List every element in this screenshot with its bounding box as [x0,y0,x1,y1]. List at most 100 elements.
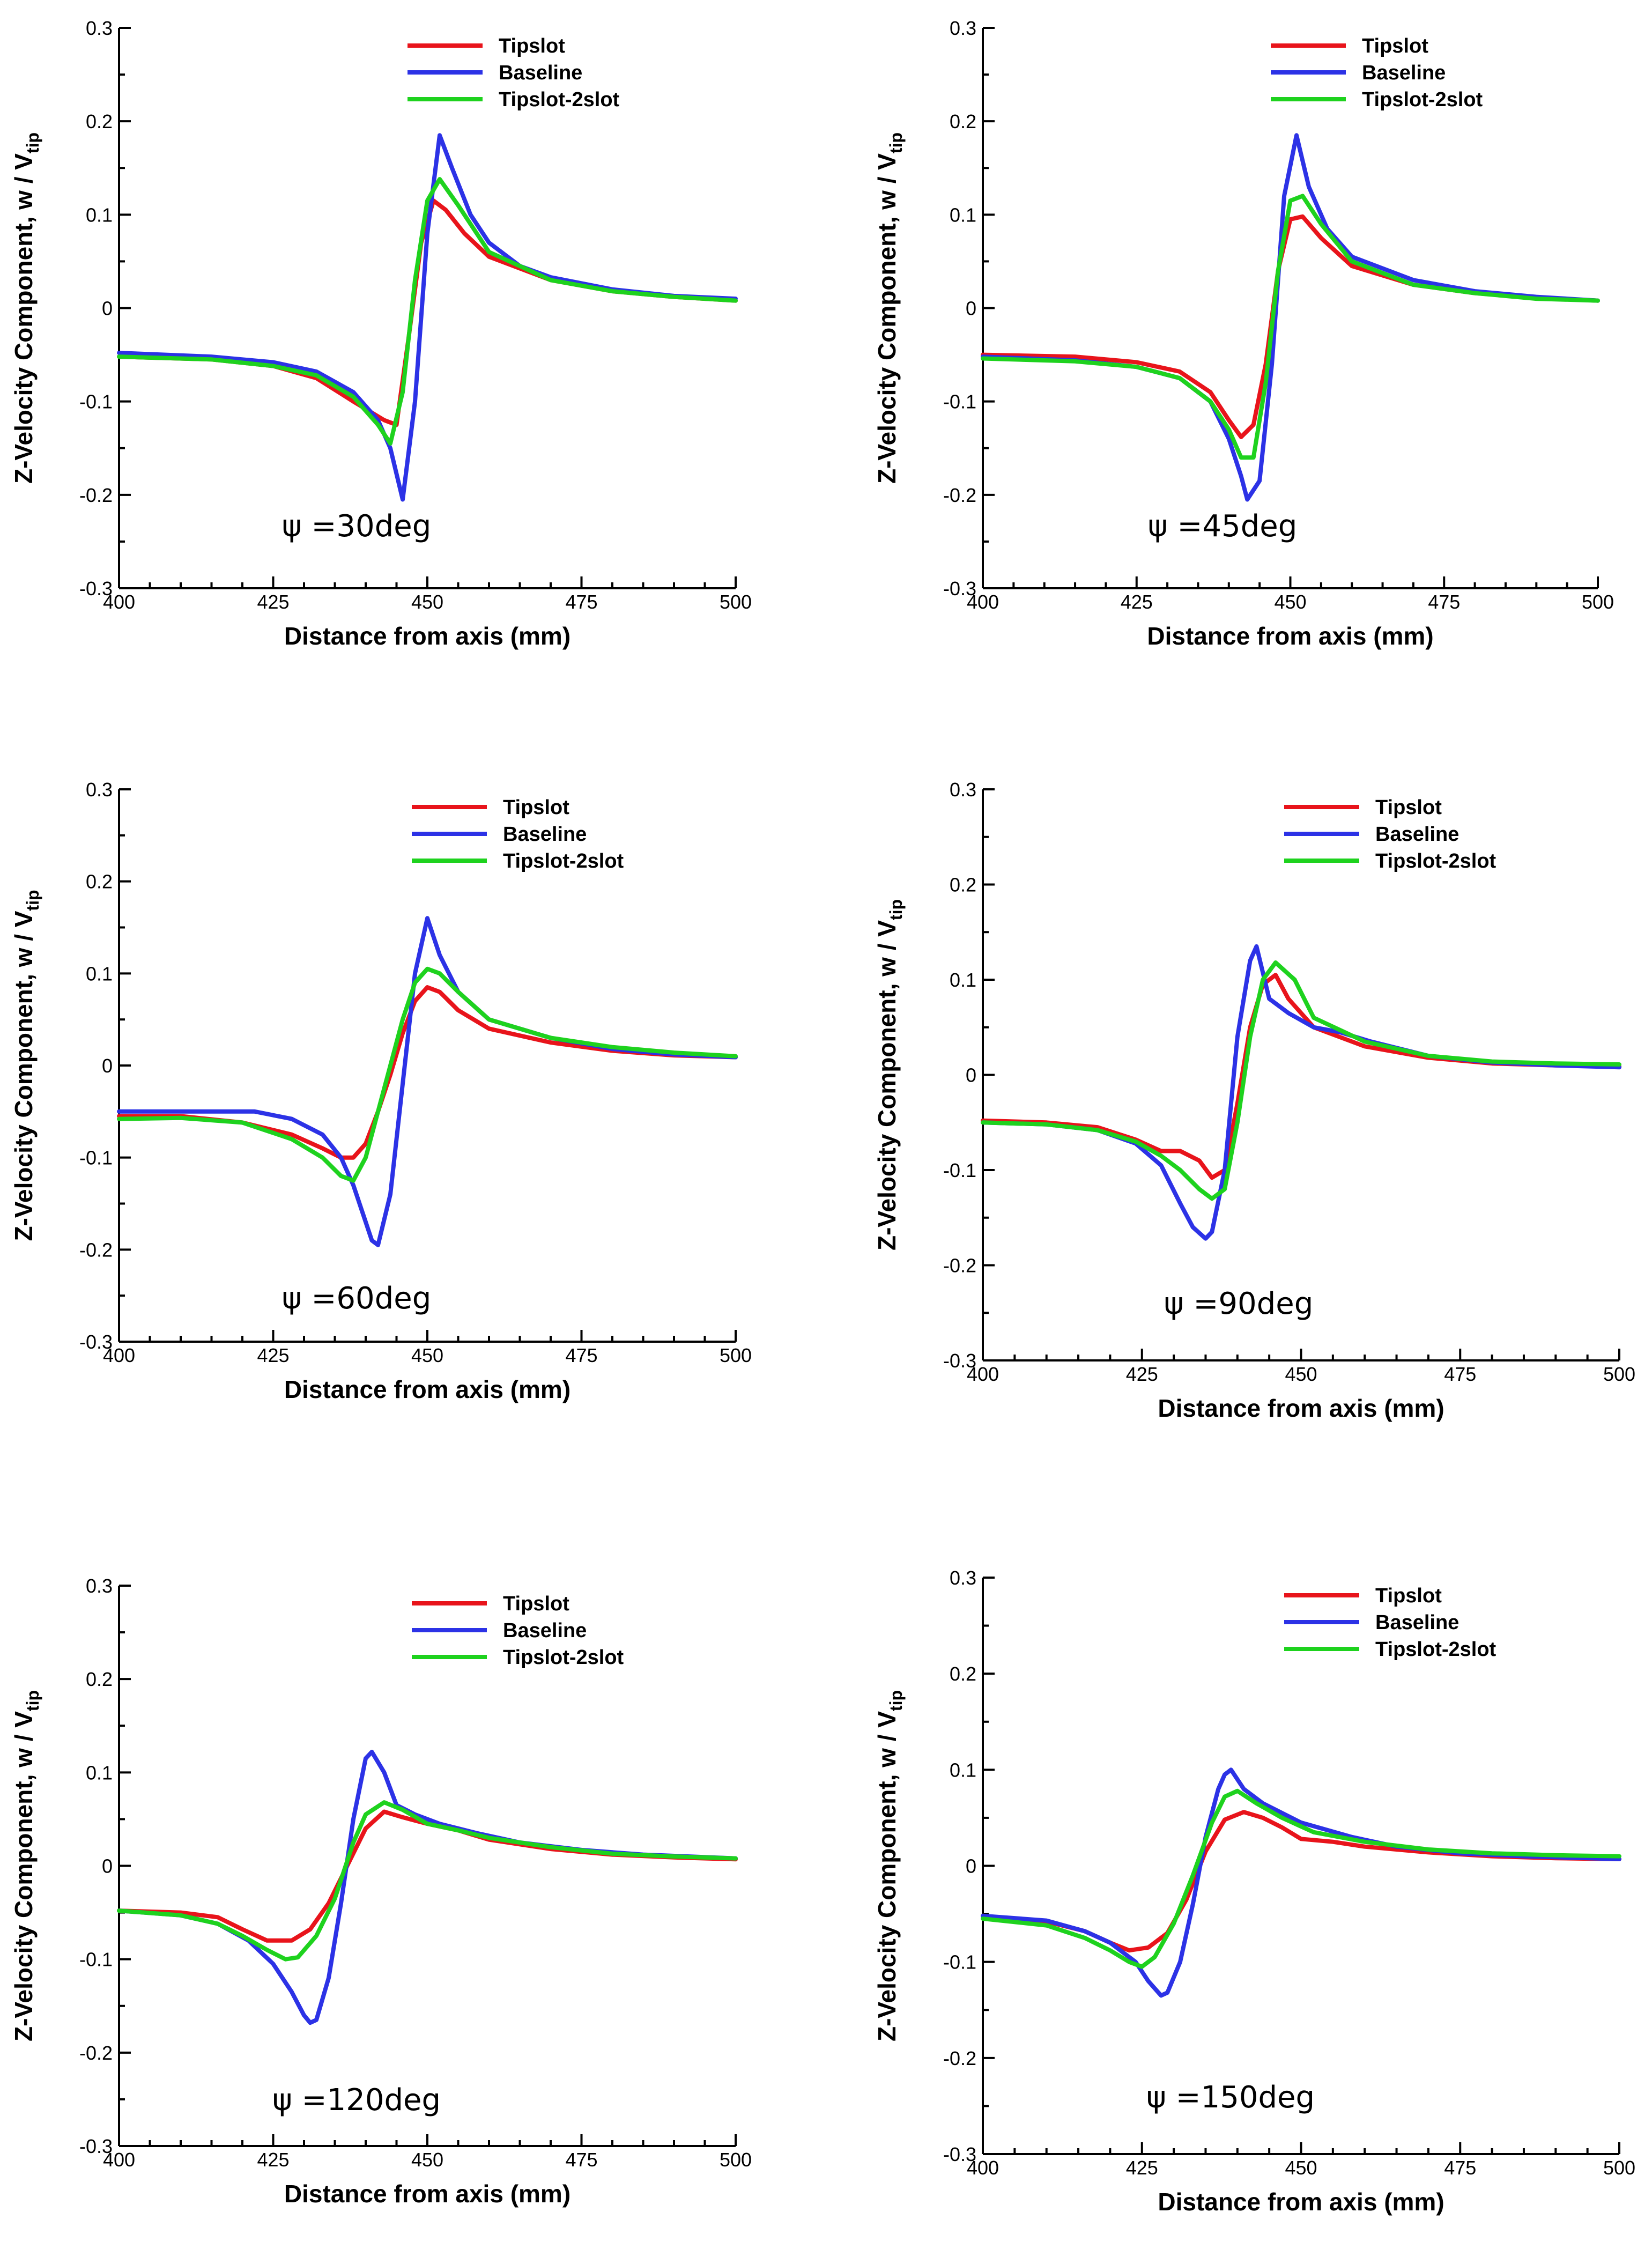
chart-panel-psi-45: 400 425 450 475 500 -0.3 -0.2 -0.1 0 0.1 0.2 0.3 Dis… [873,17,1614,650]
y-tick-label: 0.1 [950,969,976,991]
x-axis-title: Distance from axis (mm) [284,2180,571,2208]
y-tick-label: 0.2 [86,110,113,132]
y-axis-title-subscript: tip [886,132,906,153]
y-tick-label: 0.3 [950,779,976,801]
y-tick-label: 0 [102,298,113,320]
x-tick-label: 500 [1603,2157,1635,2179]
series-line-tipslot-2slot [117,177,738,446]
x-axis-title: Distance from axis (mm) [1147,622,1433,650]
y-tick-label: -0.3 [943,1350,976,1372]
legend-label-tipslot-2slot: Tipslot-2slot [503,850,624,872]
x-axis-title: Distance from axis (mm) [284,622,571,650]
y-tick-label: 0.3 [86,1575,113,1597]
panel-label: ψ =30deg [282,509,431,544]
y-axis-title-subscript: tip [23,890,42,911]
series-line-tipslot-2slot [117,1800,738,1962]
y-tick-label: 0.2 [950,874,976,896]
y-axis-title: Z-Velocity Component, w / Vtip [10,1690,42,2041]
y-axis-title-main: Z-Velocity Component, w / V [873,1711,901,2041]
series-line-tipslot [981,214,1600,439]
series-line-baseline [981,133,1600,502]
panel-label: ψ =45deg [1148,509,1297,544]
panel-label: ψ =90deg [1164,1286,1313,1321]
y-tick-label: -0.3 [79,578,113,600]
y-axis-title-main: Z-Velocity Component, w / V [10,153,38,484]
y-tick-label: -0.3 [79,1331,113,1353]
x-tick-label: 400 [103,591,135,613]
legend-label-tipslot-2slot: Tipslot-2slot [1375,1638,1497,1661]
y-tick-label: 0.3 [950,1567,976,1589]
x-tick-label: 425 [257,1344,289,1366]
y-axis-title-subscript: tip [23,1690,42,1711]
y-tick-label: 0.3 [86,779,113,801]
y-tick-label: -0.1 [943,1951,976,1973]
panel-label: ψ =120deg [272,2083,441,2118]
x-tick-label: 425 [257,591,289,613]
legend-label-tipslot: Tipslot [1375,1585,1442,1607]
series-line-tipslot-2slot [981,1788,1621,1969]
y-tick-label: 0.1 [86,963,113,985]
y-axis-title: Z-Velocity Component, w / Vtip [873,132,906,484]
y-tick-label: -0.2 [79,1239,113,1261]
y-tick-label: -0.3 [943,2143,976,2165]
legend-label-tipslot-2slot: Tipslot-2slot [1362,88,1483,111]
chart-panel-psi-150: 400 425 450 475 500 -0.3 -0.2 -0.1 0 0.1 0.2 0.3 Dis… [873,1567,1635,2216]
legend-label-tipslot-2slot: Tipslot-2slot [499,88,620,111]
y-tick-label: -0.2 [943,484,976,506]
legend-label-tipslot-2slot: Tipslot-2slot [503,1646,624,1669]
x-tick-label: 450 [1285,1363,1317,1385]
legend-label-baseline: Baseline [499,62,582,84]
legend-label-baseline: Baseline [1375,1611,1459,1634]
x-tick-label: 425 [1121,591,1153,613]
y-axis-title: Z-Velocity Component, w / Vtip [10,890,42,1241]
x-tick-label: 450 [1274,591,1306,613]
series-line-tipslot-2slot [981,960,1621,1201]
y-axis-title: Z-Velocity Component, w / Vtip [873,1690,906,2041]
x-tick-label: 475 [1428,591,1460,613]
x-tick-label: 400 [103,1344,135,1366]
y-axis-title: Z-Velocity Component, w / Vtip [873,899,906,1251]
x-tick-label: 475 [565,1344,597,1366]
y-axis-title-main: Z-Velocity Component, w / V [873,153,901,484]
chart-panel-psi-120: 400 425 450 475 500 -0.3 -0.2 -0.1 0 0.1 0.2 0.3 Dis… [10,1575,752,2208]
x-tick-label: 400 [967,1363,999,1385]
x-tick-label: 475 [1444,2157,1476,2179]
x-tick-label: 425 [1126,2157,1158,2179]
panel-label: ψ =60deg [282,1281,431,1316]
y-tick-label: -0.1 [943,391,976,413]
y-tick-label: 0 [102,1855,113,1877]
y-axis-title-subscript: tip [886,899,906,920]
x-tick-label: 450 [411,2149,443,2171]
x-tick-label: 425 [1126,1363,1158,1385]
y-tick-label: -0.2 [943,2047,976,2069]
x-axis-title: Distance from axis (mm) [1158,2188,1444,2216]
y-tick-label: 0 [966,1064,976,1086]
y-tick-label: 0.2 [86,871,113,893]
series-line-baseline [117,1750,738,2025]
x-axis-title: Distance from axis (mm) [1158,1394,1444,1422]
y-tick-label: -0.3 [943,578,976,600]
x-tick-label: 400 [967,591,999,613]
x-tick-label: 450 [411,1344,443,1366]
y-tick-label: 0.2 [950,110,976,132]
x-tick-label: 500 [720,591,752,613]
y-axis-title: Z-Velocity Component, w / Vtip [10,132,42,484]
y-axis-title-subscript: tip [886,1690,906,1711]
y-tick-label: 0.1 [950,204,976,226]
legend-label-tipslot: Tipslot [503,796,569,819]
series-line-tipslot-2slot [117,966,738,1183]
x-tick-label: 425 [257,2149,289,2171]
x-tick-label: 500 [720,2149,752,2171]
y-tick-label: -0.2 [79,484,113,506]
y-tick-label: 0.3 [86,17,113,39]
x-tick-label: 450 [1285,2157,1317,2179]
y-tick-label: -0.1 [943,1159,976,1181]
legend-label-tipslot: Tipslot [503,1593,569,1615]
panel-label: ψ =150deg [1146,2080,1315,2115]
chart-panel-psi-60: 400 425 450 475 500 -0.3 -0.2 -0.1 0 0.1 0.2 0.3 Dis… [10,779,752,1403]
legend-label-tipslot-2slot: Tipslot-2slot [1375,850,1497,872]
x-tick-label: 500 [720,1344,752,1366]
series-line-tipslot [981,973,1621,1180]
y-tick-label: -0.1 [79,1949,113,1971]
y-tick-label: 0.1 [950,1759,976,1781]
